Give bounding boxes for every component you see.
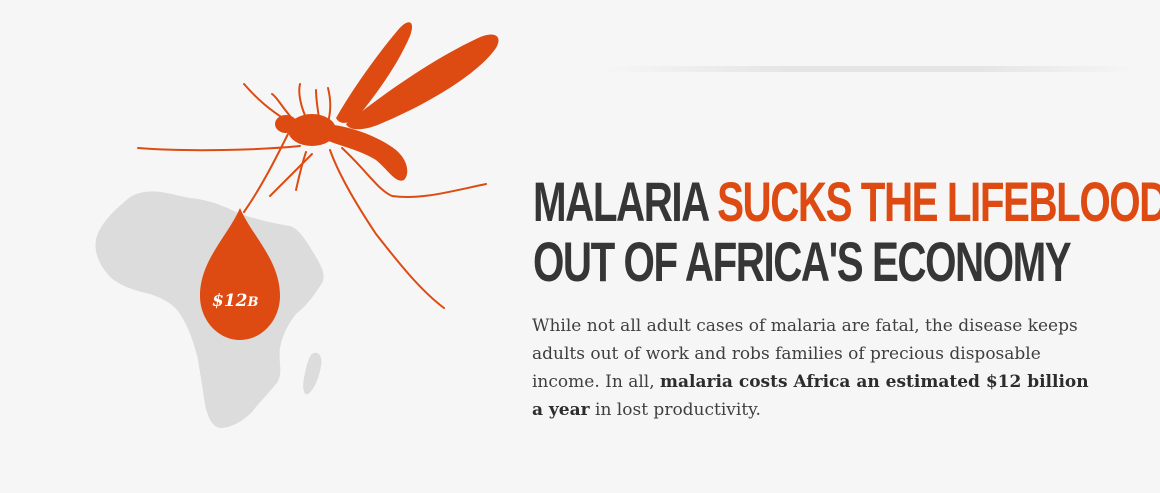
headline-line2: OUT OF AFRICA'S ECONOMY — [533, 230, 1072, 293]
headline: MALARIA SUCKS THE LIFEBLOOD OUT OF AFRIC… — [533, 172, 1160, 292]
body-paragraph: While not all adult cases of malaria are… — [532, 312, 1092, 424]
blood-drop: $12B — [200, 208, 280, 340]
body-text-end: in lost productivity. — [589, 400, 761, 420]
headline-plain: MALARIA — [533, 170, 718, 233]
malaria-illustration: $12B — [95, 22, 499, 428]
headline-accent: SUCKS THE LIFEBLOOD — [717, 170, 1160, 233]
body-text-bold: malaria costs Africa an estimated $12 bi… — [532, 372, 1089, 420]
decorative-divider — [600, 66, 1140, 72]
mosquito-icon — [137, 22, 499, 309]
drop-amount-label: $12B — [212, 291, 259, 311]
body-text-start: While not all adult cases of malaria are… — [532, 316, 1078, 392]
